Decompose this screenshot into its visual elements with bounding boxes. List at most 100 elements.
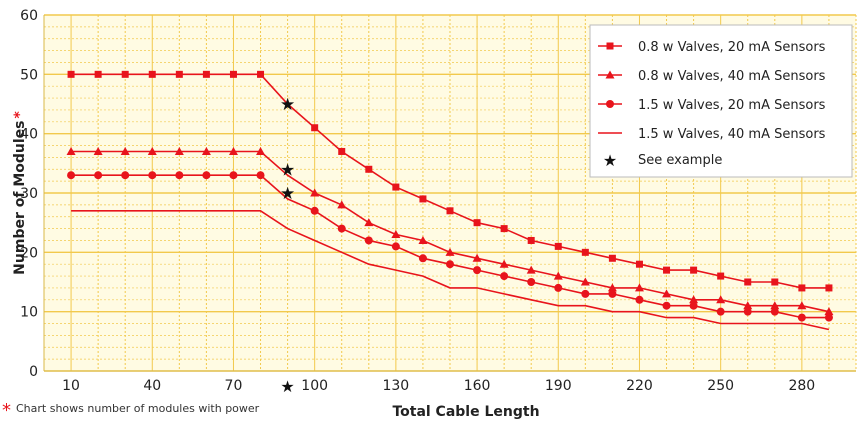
x-tick-label: 250: [707, 378, 734, 394]
y-tick-label: 50: [20, 67, 38, 83]
data-point-triangle: [445, 247, 455, 256]
legend-example-item: ★ See example: [603, 153, 723, 170]
data-point-triangle: [553, 271, 563, 280]
axes: [43, 15, 856, 372]
data-point-triangle: [337, 200, 347, 209]
data-point-square: [635, 260, 643, 268]
legend: 0.8 w Valves, 20 mA Sensors 0.8 w Valves,…: [589, 24, 853, 178]
data-point-triangle: [472, 253, 482, 262]
x-tick-label: 70: [225, 378, 243, 394]
data-point-circle: [716, 307, 725, 316]
data-point-square: [554, 242, 562, 250]
data-point-circle: [554, 283, 563, 292]
data-point-triangle: [310, 188, 320, 197]
data-point-square: [392, 183, 400, 191]
data-point-circle: [608, 289, 617, 298]
data-point-circle: [500, 272, 509, 281]
data-point-triangle: [228, 146, 238, 155]
data-point-circle: [824, 313, 833, 322]
y-tick-label: 0: [29, 364, 38, 380]
data-point-square: [717, 272, 725, 280]
x-tick-label: 40: [143, 378, 161, 394]
data-point-circle: [148, 171, 157, 180]
data-point-square: [663, 266, 671, 274]
footnote-asterisk: *: [2, 400, 11, 421]
x-tick-label: 160: [464, 378, 491, 394]
data-point-triangle: [607, 283, 617, 292]
y-axis-title: Number of Modules *: [12, 111, 28, 275]
data-point-circle: [527, 278, 536, 286]
data-point-square: [229, 70, 237, 78]
x-axis-title: Total Cable Length: [392, 404, 539, 420]
x-tick-label: 220: [626, 378, 653, 394]
example-star-icon: ★: [280, 184, 295, 203]
data-point-triangle: [580, 277, 590, 286]
legend-items: 0.8 w Valves, 20 mA Sensors 0.8 w Valves,…: [598, 40, 826, 142]
data-point-square: [94, 70, 102, 78]
star-icon: ★: [603, 153, 617, 170]
data-point-square: [581, 248, 589, 256]
data-point-circle: [418, 254, 427, 263]
x-tick-label: 10: [62, 378, 80, 394]
data-point-circle: [175, 171, 184, 180]
data-point-square: [446, 207, 454, 215]
data-point-triangle: [716, 295, 726, 304]
data-point-circle: [662, 301, 671, 310]
y-tick-label: 60: [20, 8, 38, 24]
data-point-circle: [635, 295, 644, 304]
legend-square-marker: [606, 42, 614, 50]
data-point-triangle: [120, 146, 130, 155]
y-tick-labels: 0 10 20 30 40 50 60: [20, 8, 38, 380]
data-point-circle: [256, 171, 265, 180]
data-point-triangle: [634, 283, 644, 292]
legend-circle-marker: [606, 100, 614, 108]
data-point-triangle: [770, 301, 780, 310]
data-point-square: [608, 254, 616, 262]
data-point-circle: [310, 206, 319, 215]
legend-triangle-marker: [605, 70, 615, 79]
x-axis-star-icon: ★: [280, 379, 294, 396]
data-point-circle: [67, 171, 76, 180]
data-point-circle: [229, 171, 238, 180]
footnote-text: Chart shows number of modules with power: [16, 402, 260, 415]
data-point-square: [527, 236, 535, 244]
y-axis-asterisk: *: [12, 111, 28, 119]
footnote: * Chart shows number of modules with pow…: [2, 400, 260, 421]
data-point-square: [311, 124, 319, 132]
data-point-square: [148, 70, 156, 78]
data-point-triangle: [662, 289, 672, 298]
data-point-circle: [94, 171, 103, 180]
data-point-circle: [689, 301, 698, 310]
series-markers: [66, 70, 834, 322]
data-point-triangle: [391, 230, 401, 239]
data-point-circle: [797, 313, 806, 322]
example-stars: ★ ★ ★: [280, 95, 295, 203]
y-tick-label: 40: [20, 127, 38, 143]
data-point-triangle: [526, 265, 536, 274]
data-point-square: [365, 165, 373, 173]
data-point-triangle: [256, 146, 266, 155]
data-point-triangle: [797, 301, 807, 310]
data-point-triangle: [364, 218, 374, 227]
y-tick-label: 20: [20, 245, 38, 261]
legend-box: [589, 24, 853, 178]
y-axis-title-text: Number of Modules: [12, 121, 28, 275]
data-point-square: [202, 70, 210, 78]
data-point-square: [825, 284, 833, 292]
example-star-icon: ★: [280, 95, 295, 114]
data-point-triangle: [499, 259, 509, 268]
data-point-square: [500, 225, 508, 233]
data-point-square: [798, 284, 806, 292]
data-point-triangle: [743, 301, 753, 310]
data-point-circle: [581, 289, 590, 298]
y-tick-label: 10: [20, 305, 38, 321]
legend-label: 1.5 w Valves, 20 mA Sensors: [638, 98, 826, 113]
data-point-circle: [337, 224, 346, 233]
data-point-triangle: [418, 235, 428, 244]
example-star-icon: ★: [280, 160, 295, 179]
x-tick-label: 280: [788, 378, 815, 394]
data-point-triangle: [689, 295, 699, 304]
data-point-triangle: [201, 146, 211, 155]
data-point-circle: [743, 307, 752, 316]
